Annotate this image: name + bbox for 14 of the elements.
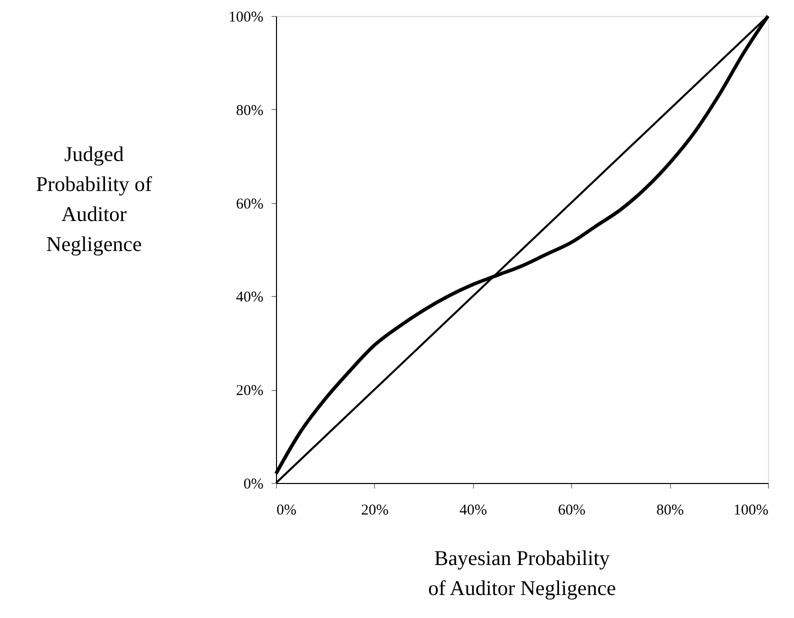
x-tick-label: 40%: [460, 502, 488, 518]
y-tick-label: 60%: [236, 196, 264, 212]
x-tick-label: 80%: [656, 502, 684, 518]
y-tick-label: 0%: [244, 476, 264, 492]
x-tick-label: 100%: [734, 502, 768, 518]
y-tick-label: 40%: [236, 290, 264, 306]
x-tick-label: 0%: [276, 502, 296, 518]
x-tick-label: 60%: [558, 502, 586, 518]
x-axis-title: Bayesian Probability of Auditor Negligence: [428, 546, 616, 600]
y-tick-label: 20%: [236, 383, 264, 400]
y-axis-title: Judged Probability of Auditor Negligence: [36, 142, 152, 256]
y-tick-label: 80%: [236, 102, 264, 119]
y-tick-label: 100%: [228, 10, 264, 26]
x-tick-label: 20%: [361, 502, 389, 518]
